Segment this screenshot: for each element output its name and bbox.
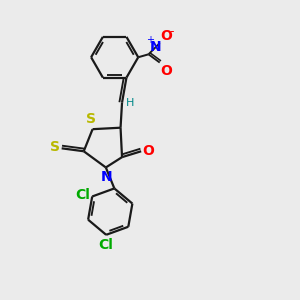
Text: S: S bbox=[50, 140, 60, 154]
Text: H: H bbox=[126, 98, 134, 108]
Text: Cl: Cl bbox=[75, 188, 90, 202]
Text: -: - bbox=[169, 25, 174, 38]
Text: Cl: Cl bbox=[99, 238, 114, 252]
Text: N: N bbox=[100, 170, 112, 184]
Text: O: O bbox=[160, 28, 172, 43]
Text: N: N bbox=[149, 40, 161, 54]
Text: O: O bbox=[160, 64, 172, 78]
Text: +: + bbox=[146, 35, 154, 45]
Text: S: S bbox=[86, 112, 96, 126]
Text: O: O bbox=[142, 144, 154, 158]
